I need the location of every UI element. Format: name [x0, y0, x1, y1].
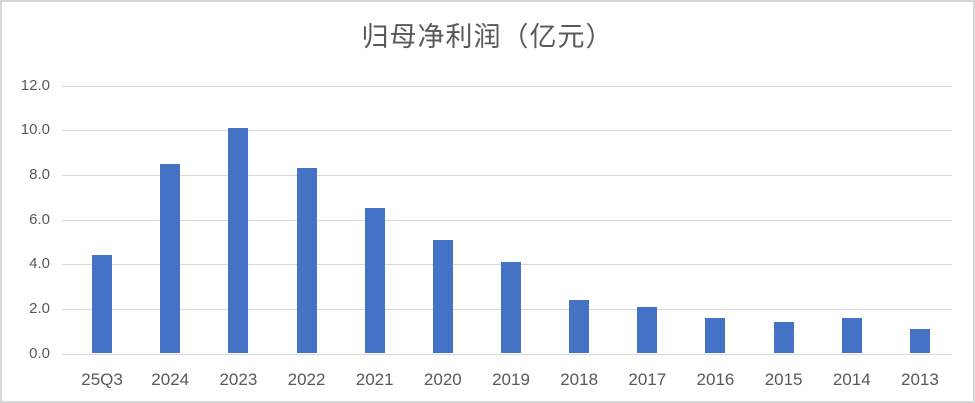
y-axis-tick-label: 2.0 — [29, 299, 50, 317]
bar-2014 — [841, 317, 862, 354]
x-axis-category-label: 2024 — [151, 370, 190, 389]
y-axis-tick-label: 8.0 — [29, 165, 50, 183]
x-axis-category-label: 2013 — [901, 370, 939, 389]
y-axis-tick-label: 4.0 — [29, 255, 50, 273]
x-axis-category-label: 25Q3 — [81, 370, 123, 389]
bar-2013 — [909, 328, 930, 354]
bar-2023 — [228, 127, 249, 354]
gridline — [62, 174, 952, 176]
y-axis-tick-label: 12.0 — [20, 76, 50, 94]
x-axis-category-label: 2018 — [560, 370, 599, 389]
y-axis-tick-label: 6.0 — [29, 210, 50, 228]
bar-2019 — [501, 261, 521, 354]
x-axis-category-label: 2014 — [832, 370, 871, 389]
bar-2021 — [364, 208, 385, 354]
x-axis-category-label: 2017 — [628, 370, 667, 389]
x-axis-category-label: 2019 — [492, 370, 530, 389]
bar-2018 — [569, 299, 590, 354]
bar-2015 — [773, 322, 794, 354]
bar-2020 — [432, 239, 453, 354]
bar-25Q3 — [92, 255, 113, 354]
x-axis-category-label: 2016 — [696, 370, 735, 389]
gridline — [62, 85, 952, 87]
gridline — [62, 219, 952, 221]
x-axis-category-label: 2021 — [355, 370, 394, 389]
x-axis-category-label: 2023 — [219, 370, 258, 389]
x-axis-category-label: 2015 — [764, 370, 803, 389]
bar-2017 — [637, 306, 658, 354]
chart-title: 归母净利润（亿元） — [361, 22, 614, 52]
x-axis-category-label: 2022 — [287, 370, 326, 389]
x-axis-category-label: 2020 — [423, 370, 462, 389]
bar-2016 — [705, 317, 726, 354]
y-axis-tick-label: 10.0 — [20, 121, 50, 139]
y-axis-tick-label: 0.0 — [29, 344, 50, 362]
bar-2022 — [296, 168, 317, 354]
gridline — [62, 130, 952, 132]
x-axis-line — [62, 353, 952, 355]
bar-2024 — [160, 163, 181, 354]
